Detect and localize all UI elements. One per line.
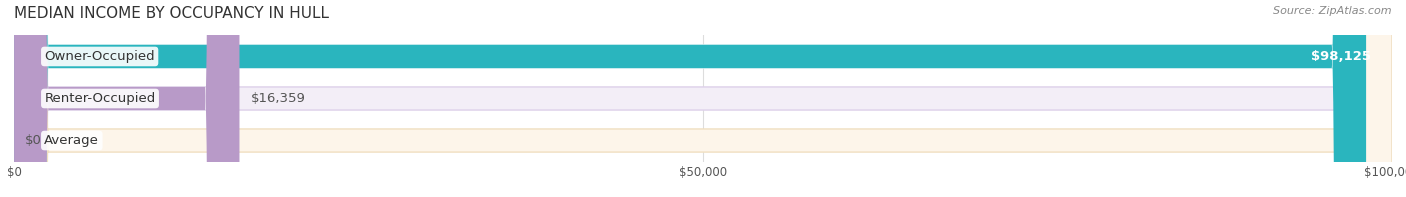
FancyBboxPatch shape bbox=[14, 0, 239, 197]
Text: Source: ZipAtlas.com: Source: ZipAtlas.com bbox=[1274, 6, 1392, 16]
FancyBboxPatch shape bbox=[14, 0, 1392, 197]
Text: Average: Average bbox=[45, 134, 100, 147]
FancyBboxPatch shape bbox=[14, 0, 1392, 197]
FancyBboxPatch shape bbox=[14, 0, 1367, 197]
Text: MEDIAN INCOME BY OCCUPANCY IN HULL: MEDIAN INCOME BY OCCUPANCY IN HULL bbox=[14, 6, 329, 21]
Text: Owner-Occupied: Owner-Occupied bbox=[45, 50, 155, 63]
Text: $98,125: $98,125 bbox=[1312, 50, 1371, 63]
Text: $0: $0 bbox=[25, 134, 42, 147]
FancyBboxPatch shape bbox=[14, 0, 1392, 197]
Text: $16,359: $16,359 bbox=[250, 92, 305, 105]
Text: Renter-Occupied: Renter-Occupied bbox=[45, 92, 156, 105]
